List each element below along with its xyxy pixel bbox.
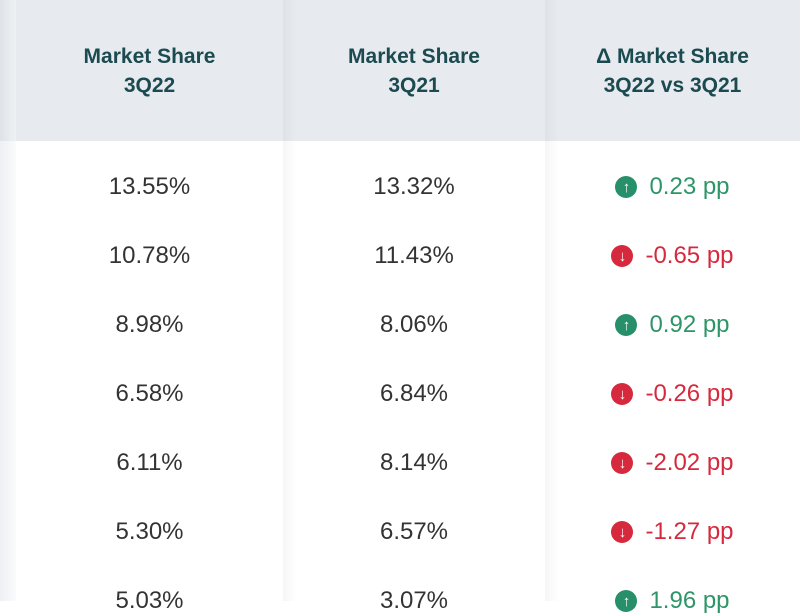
column-market-share-delta: Δ Market Share 3Q22 vs 3Q21 ↑ 0.23 pp ↓ -0.…	[545, 0, 800, 615]
cell-share-3q22: 6.11%	[116, 449, 183, 476]
delta-value: -1.27 pp	[645, 518, 734, 545]
cell-delta: ↑ 0.23 pp	[545, 172, 800, 202]
header-line1: Market Share	[83, 44, 216, 68]
cell-share-3q22: 6.58%	[115, 380, 184, 407]
delta-value: 0.92 pp	[649, 311, 730, 338]
cell-share-3q21: 8.14%	[379, 449, 449, 476]
cell-share-3q22: 8.98%	[115, 311, 184, 338]
cell-share-3q21: 6.57%	[379, 518, 449, 545]
arrow-down-circle-icon: ↓	[611, 521, 634, 543]
cell-share-3q22: 13.55%	[108, 173, 191, 200]
arrow-down-circle-icon: ↓	[611, 452, 634, 474]
cell-share-3q22: 5.03%	[115, 587, 184, 614]
column-market-share-3q21: Market Share 3Q21 13.32% 11.43% 8.06% 6.84%…	[283, 0, 545, 615]
arrow-up-circle-icon: ↑	[615, 314, 638, 336]
cell-delta: ↓ -0.26 pp	[545, 379, 800, 409]
header-line2: 3Q21	[388, 73, 440, 97]
header-line2: 3Q22	[123, 73, 176, 97]
header-line2: 3Q22 vs 3Q21	[603, 73, 742, 97]
cell-share-3q21: 11.43%	[374, 242, 454, 269]
header-line1: Market Share	[348, 44, 480, 68]
cell-share-3q21: 3.07%	[379, 587, 449, 614]
cell-share-3q22: 5.30%	[115, 518, 184, 545]
cell-share-3q21: 8.06%	[379, 311, 449, 338]
table-header-background	[0, 0, 800, 141]
column-header: Market Share 3Q21	[283, 0, 545, 141]
column-header: Δ Market Share 3Q22 vs 3Q21	[545, 0, 800, 141]
cell-delta: ↑ 1.96 pp	[545, 586, 800, 616]
left-column-edge-body	[0, 141, 16, 601]
cell-share-3q21: 6.84%	[379, 380, 449, 407]
cell-delta: ↑ 0.92 pp	[545, 310, 800, 340]
cell-delta: ↓ -2.02 pp	[545, 448, 800, 478]
delta-value: -0.65 pp	[645, 242, 734, 269]
delta-value: -2.02 pp	[645, 449, 734, 476]
cell-share-3q21: 13.32%	[373, 173, 455, 200]
header-line1: Δ Market Share	[596, 44, 749, 68]
delta-value: 0.23 pp	[649, 173, 730, 200]
cell-share-3q22: 10.78%	[108, 242, 191, 269]
cell-delta: ↓ -1.27 pp	[545, 517, 800, 547]
arrow-up-circle-icon: ↑	[615, 176, 638, 198]
cell-delta: ↓ -0.65 pp	[545, 241, 800, 271]
arrow-down-circle-icon: ↓	[611, 383, 634, 405]
arrow-up-circle-icon: ↑	[615, 590, 638, 612]
column-market-share-3q22: Market Share 3Q22 13.55% 10.78% 8.98% 6.58%…	[16, 0, 283, 615]
delta-value: -0.26 pp	[645, 380, 734, 407]
column-header: Market Share 3Q22	[16, 0, 283, 141]
arrow-down-circle-icon: ↓	[611, 245, 634, 267]
column-divider	[283, 0, 297, 601]
column-divider	[545, 0, 559, 601]
delta-value: 1.96 pp	[649, 587, 730, 614]
